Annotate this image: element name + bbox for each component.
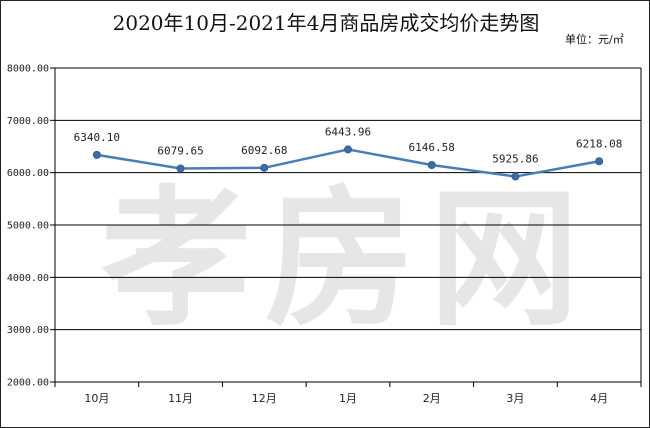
x-tick-label: 10月 xyxy=(84,392,109,405)
data-point xyxy=(176,164,185,173)
x-tick-label: 3月 xyxy=(506,392,524,405)
data-point xyxy=(511,172,520,181)
y-tick-label: 7000.00 xyxy=(7,116,49,127)
data-label: 6146.58 xyxy=(409,141,455,154)
y-tick-label: 6000.00 xyxy=(7,168,49,179)
data-point xyxy=(260,163,269,172)
y-tick-label: 5000.00 xyxy=(7,221,49,232)
y-tick-label: 4000.00 xyxy=(7,273,49,284)
unit-label: 单位：元/㎡ xyxy=(565,33,624,46)
x-tick-label: 2月 xyxy=(423,392,441,405)
x-tick-label: 1月 xyxy=(339,392,357,405)
y-tick-label: 2000.00 xyxy=(7,378,49,389)
data-label: 6340.10 xyxy=(74,131,120,144)
data-point xyxy=(427,160,436,169)
x-tick-label: 4月 xyxy=(590,392,608,405)
watermark: 孝房网 xyxy=(101,173,593,347)
y-tick-label: 3000.00 xyxy=(7,325,49,336)
data-labels: 6340.10 6079.65 6092.68 6443.96 6146.58 5925.… xyxy=(74,125,623,165)
x-axis: 10月 11月 12月 1月 2月 3月 4月 xyxy=(54,382,642,405)
data-label: 6079.65 xyxy=(157,144,203,157)
data-label: 6218.08 xyxy=(576,137,622,150)
x-tick-label: 12月 xyxy=(252,392,277,405)
y-tick-label: 8000.00 xyxy=(7,64,49,75)
data-label: 5925.86 xyxy=(492,153,538,166)
chart-title: 2020年10月-2021年4月商品房成交均价走势图 xyxy=(112,11,540,35)
y-axis: 8000.00 7000.00 6000.00 5000.00 4000.00 3000.… xyxy=(7,64,55,389)
data-point xyxy=(595,157,604,166)
data-point xyxy=(92,150,101,159)
x-tick-label: 11月 xyxy=(168,392,193,405)
series-line xyxy=(92,145,604,181)
data-point xyxy=(344,145,352,154)
data-label: 6443.96 xyxy=(325,125,371,138)
data-label: 6092.68 xyxy=(241,144,287,157)
